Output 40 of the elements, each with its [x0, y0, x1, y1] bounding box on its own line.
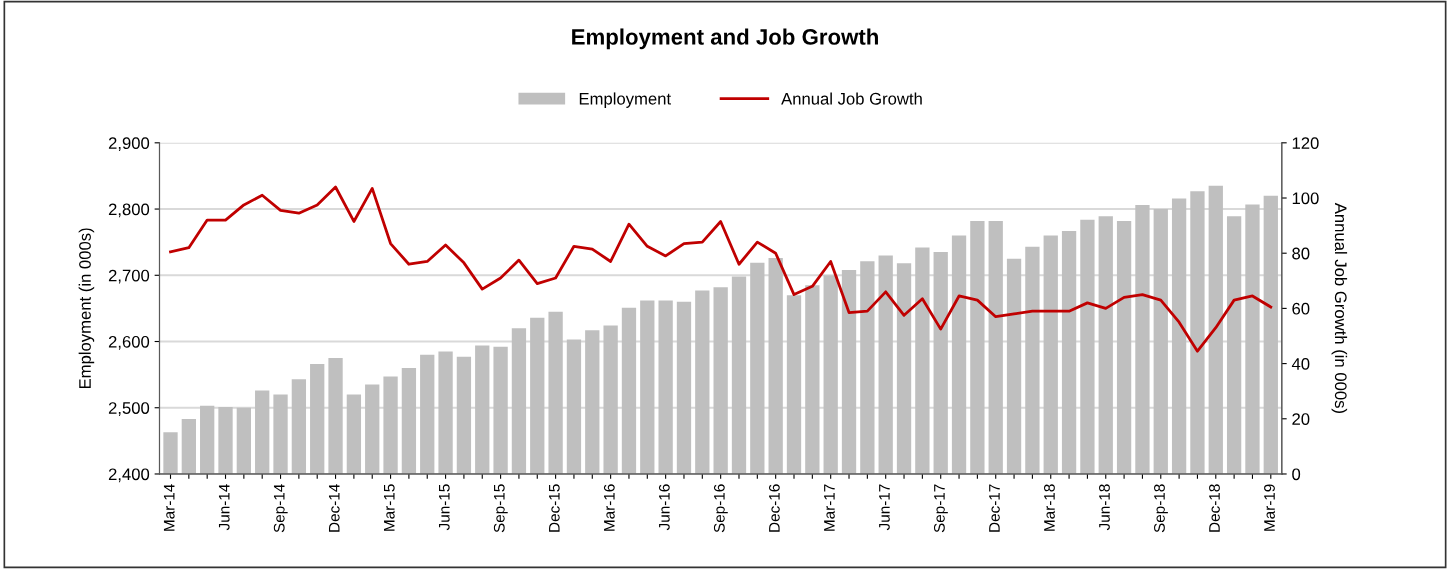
- y2-tick-label: 40: [1291, 357, 1310, 370]
- x-tick-label: Jun-17: [879, 484, 890, 531]
- x-tick-label: Mar-15: [384, 484, 395, 531]
- y2-tick-label: 120: [1292, 137, 1319, 150]
- x-tick-label: Jun-16: [658, 484, 670, 531]
- y-tick-label: 2,800: [108, 203, 150, 218]
- x-tick-label: Mar-17: [824, 484, 835, 531]
- y2-tick-label: 60: [1292, 302, 1310, 315]
- y-tick-label: 2,400: [108, 468, 150, 483]
- x-tick-label: Dec-14: [328, 484, 340, 532]
- y-tick-label: 2,900: [108, 137, 150, 151]
- y-tick-label: 2,500: [108, 402, 150, 416]
- x-tick-label: Dec-17: [989, 484, 1000, 532]
- y-tick-label: 2,700: [108, 269, 150, 284]
- x-tick-label: Sep-17: [933, 484, 948, 533]
- x-tick-label: Jun-18: [1099, 484, 1110, 531]
- x-tick-label: Jun-15: [439, 484, 450, 531]
- x-tick-label: Dec-16: [768, 484, 780, 532]
- x-tick-label: Sep-14: [273, 484, 288, 533]
- y2-tick-label: 0: [1292, 468, 1301, 481]
- y2-axis-title: Annual Job Growth (in 000s): [1331, 202, 1348, 413]
- line-series: [169, 185, 1273, 353]
- y-tick-label: 2,600: [108, 335, 150, 350]
- x-tick-label: Jun-14: [218, 484, 230, 531]
- legend-label: Employment: [579, 92, 671, 108]
- x-tick-label: Mar-19: [1264, 484, 1275, 531]
- x-tick-label: Dec-18: [1209, 484, 1220, 532]
- y2-tick-label: 100: [1292, 192, 1319, 205]
- chart-title: Employment and Job Growth: [572, 28, 878, 50]
- x-tick-label: Dec-15: [549, 484, 560, 532]
- x-tick-label: Sep-18: [1154, 484, 1168, 533]
- y2-tick-label: 80: [1292, 247, 1310, 260]
- y-axis-title: Employment (in 000s): [78, 228, 95, 389]
- y2-tick-label: 20: [1292, 413, 1310, 425]
- x-tick-label: Mar-16: [603, 484, 615, 531]
- x-tick-label: Mar-14: [163, 484, 175, 531]
- x-tick-label: Sep-16: [713, 484, 728, 533]
- x-tick-label: Sep-15: [493, 484, 508, 533]
- legend-label: Annual Job Growth: [781, 92, 922, 105]
- x-tick-label: Mar-18: [1044, 484, 1055, 531]
